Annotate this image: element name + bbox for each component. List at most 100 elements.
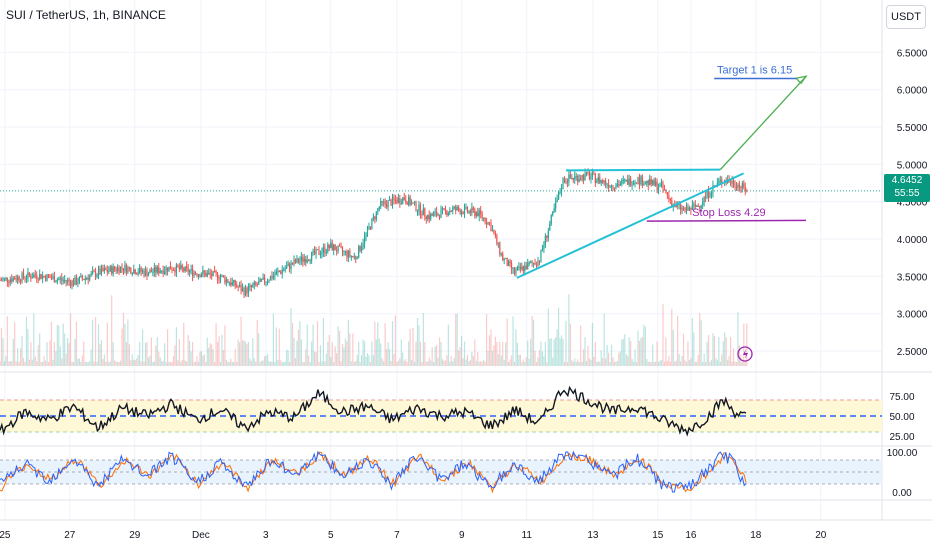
candle-body [443,208,445,210]
candle-body [616,184,618,187]
candle-body [578,179,580,182]
volume-bar [503,359,505,366]
candle-body [302,256,304,262]
volume-bar [312,324,314,366]
volume-bar [224,325,226,366]
volume-bar [538,350,541,366]
candle-body [44,276,47,281]
candle-body [43,275,45,277]
candle-body [50,277,53,279]
volume-bar [650,361,652,366]
candle-body [196,273,198,276]
candle-body [214,270,216,272]
volume-bar [406,361,408,366]
volume-bar [0,361,1,366]
volume-bar [97,324,100,366]
candle-body [328,244,330,248]
candle-body [187,267,189,273]
currency-button[interactable]: USDT [886,5,926,29]
candle-body [569,174,571,179]
volume-bar [622,338,624,366]
volume-bar [343,347,345,366]
candle-body [566,181,569,183]
candle-body [591,173,594,177]
candle-body [243,288,245,295]
candle-body [391,197,394,206]
candle-body [582,175,585,181]
candle-body [52,276,54,279]
price-tick-label: 5.5000 [897,123,928,134]
volume-bar [509,359,511,366]
candle-body [387,200,389,208]
volume-bar [9,360,11,366]
candle-body [668,195,670,199]
candle-body [291,262,294,265]
volume-bar [666,360,668,366]
candle-body [288,263,291,269]
volume-bar [86,361,88,366]
candle-body [240,285,242,291]
candle-body [259,278,261,282]
candle-body [705,196,707,198]
volume-bar [64,333,66,366]
candle-body [193,272,195,277]
volume-bar [175,327,177,366]
volume-bar [236,361,238,366]
volume-bar [164,343,166,366]
volume-bar [36,361,38,366]
candle-body [105,268,107,271]
volume-bar [296,340,298,366]
candle-body [732,180,735,186]
volume-bar [100,340,103,366]
volume-bar [143,361,145,366]
volume-bar [325,353,327,366]
volume-bar [246,344,248,366]
lightning-icon[interactable] [737,346,753,362]
candle-body [86,277,88,279]
volume-bar [87,361,89,366]
candle-body [158,267,160,274]
volume-bar [49,340,51,366]
volume-bar [380,343,382,366]
volume-bar [405,359,407,366]
volume-bar [674,361,676,366]
candle-body [431,214,433,216]
candle-body [706,190,708,198]
volume-bar [409,328,411,366]
candle-body [632,182,635,185]
candle-body [421,214,423,216]
volume-bar [494,336,496,366]
candle-body [469,210,471,214]
candle-body [284,268,286,270]
volume-bar [187,334,189,366]
volume-bar [530,338,532,366]
volume-bar [462,358,464,366]
candle-body [572,178,574,180]
volume-bar [212,349,214,366]
candle-body [59,278,61,280]
volume-bar [205,361,207,366]
volume-bar [694,361,696,366]
candle-body [425,216,427,219]
volume-bar [746,323,748,366]
time-tick-label: 9 [459,530,465,541]
candle-body [311,251,313,261]
candle-body [112,266,114,274]
volume-bar [284,361,286,366]
candle-body [741,183,743,189]
candle-body [253,282,255,286]
candle-body [171,269,173,271]
volume-bar [231,361,233,366]
volume-bar [687,341,689,366]
volume-bar [25,316,28,366]
candle-body [122,268,125,271]
candle-body [378,206,380,209]
volume-bar [309,361,311,366]
volume-bar [50,321,53,366]
volume-bar [108,361,110,366]
volume-bar [99,344,101,366]
candle-body [519,266,521,270]
candle-body [497,242,499,244]
candle-body [466,206,469,213]
